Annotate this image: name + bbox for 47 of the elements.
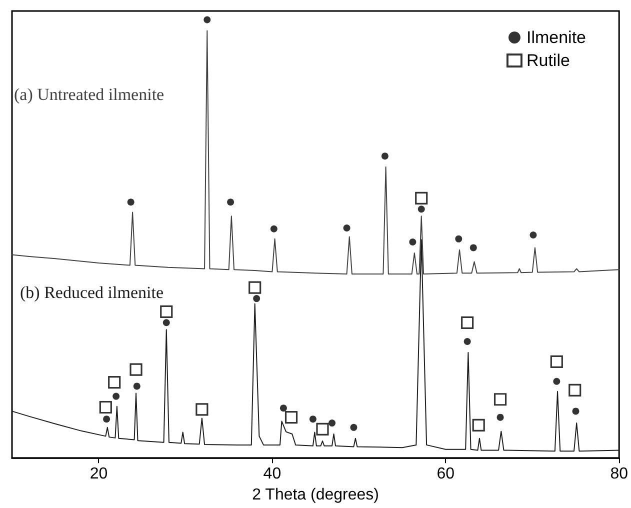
point (112, 392, 120, 400)
point (309, 416, 316, 423)
x-tick-label: 80 (610, 466, 628, 483)
point (160, 305, 173, 318)
point (204, 16, 211, 24)
x-tick-label: 60 (436, 466, 455, 483)
point (415, 192, 428, 204)
point (553, 378, 560, 385)
point (455, 235, 462, 242)
point (350, 424, 358, 431)
legend-label: Rutile (526, 51, 570, 70)
point (316, 422, 329, 436)
point (130, 363, 142, 376)
point (253, 295, 260, 302)
point (103, 416, 110, 423)
point (270, 225, 278, 232)
point (248, 281, 262, 294)
point (127, 198, 134, 206)
point (328, 420, 336, 427)
point (99, 400, 112, 414)
point (381, 152, 388, 160)
point (418, 206, 425, 213)
text: (a) Untreated ilmenite (14, 85, 164, 104)
legend-label: Ilmenite (526, 28, 586, 47)
point (496, 414, 504, 421)
point (494, 393, 507, 406)
point (461, 316, 474, 329)
point (108, 376, 121, 389)
point (284, 411, 298, 424)
point (162, 319, 170, 326)
point (343, 224, 350, 232)
point (472, 418, 485, 432)
point (568, 384, 582, 396)
point (409, 238, 416, 246)
point (227, 198, 234, 206)
x-tick-label: 40 (263, 466, 282, 483)
point (464, 338, 471, 345)
point (470, 244, 477, 252)
series-label: (b) Reduced ilmenite (20, 283, 164, 302)
x-axis-title: 2 Theta (degrees) (252, 486, 379, 504)
point (572, 408, 580, 415)
point (196, 403, 208, 416)
point (280, 404, 287, 412)
point (530, 231, 537, 238)
x-tick-label: 20 (90, 466, 108, 483)
point (133, 382, 140, 390)
point (550, 355, 563, 368)
